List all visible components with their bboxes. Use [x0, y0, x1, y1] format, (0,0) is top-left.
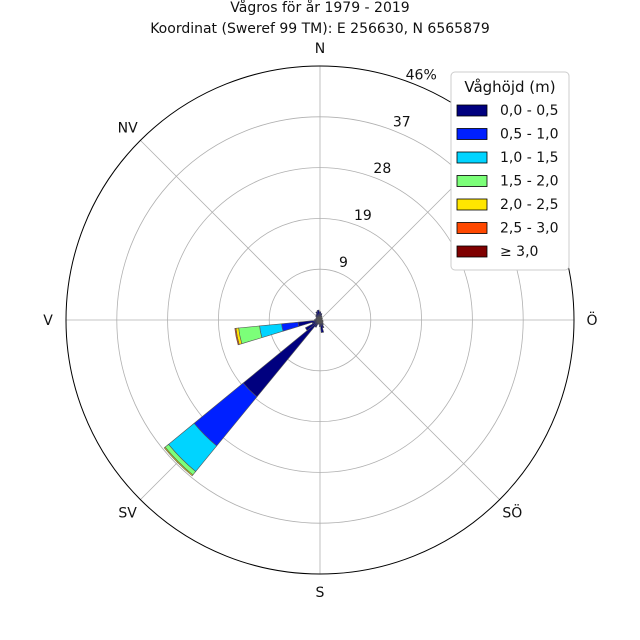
polar-grid: [66, 66, 574, 574]
radial-tick-label: 37: [393, 114, 411, 130]
sector-segment: [238, 325, 263, 345]
direction-label: S: [316, 585, 325, 601]
sector-segment: [311, 319, 321, 325]
legend-label: 1,5 - 2,0: [500, 174, 558, 190]
radial-tick-label: 19: [354, 208, 372, 224]
sector-segment: [281, 321, 300, 332]
legend-label: 2,5 - 3,0: [500, 221, 558, 237]
sector-segment: [316, 309, 321, 321]
legend-items: 0,0 - 0,5 0,5 - 1,0 1,0 - 1,5 1,5 - 2,0 2,0 …: [456, 103, 558, 260]
grid-spoke: [140, 140, 321, 321]
grid-spoke: [319, 319, 500, 500]
direction-label: V: [43, 313, 53, 329]
direction-label: SÖ: [502, 503, 522, 521]
sector-segment: [234, 327, 240, 346]
legend-swatch: [456, 245, 488, 258]
sector-segment: [304, 319, 321, 331]
sector-bars: [163, 309, 325, 477]
radial-tick-label: 9: [339, 255, 348, 271]
legend-label: 0,0 - 0,5: [500, 103, 558, 119]
direction-label: SV: [118, 505, 137, 521]
legend-title: Våghöjd (m): [464, 78, 555, 96]
direction-label: Ö: [586, 311, 597, 329]
legend: Våghöjd (m) 0,0 - 0,5 0,5 - 1,0 1,0 - 1,5 1…: [450, 71, 570, 271]
legend-swatch: [456, 104, 488, 117]
legend-box: [450, 71, 570, 271]
sector-segment: [314, 319, 321, 328]
legend-swatch: [456, 128, 488, 140]
legend-label: 1,0 - 1,5: [500, 150, 558, 166]
legend-swatch: [456, 151, 488, 164]
legend-label: 2,0 - 2,5: [500, 197, 558, 213]
sector-segment: [163, 446, 194, 477]
legend-swatch: [456, 198, 488, 211]
direction-label: NV: [118, 121, 138, 137]
legend-label: ≥ 3,0: [500, 244, 538, 260]
legend-swatch: [456, 175, 488, 187]
sector-segment: [319, 319, 321, 327]
sector-segment: [319, 319, 325, 333]
outer-frame: [65, 65, 575, 575]
radial-tick-labels: 9 19 28 37 46%: [339, 67, 437, 271]
outer-circle: [65, 65, 575, 575]
legend-label: 0,5 - 1,0: [500, 127, 558, 143]
radial-tick-label: 28: [373, 161, 391, 177]
direction-labels: N NV V SV S SÖ Ö: [43, 41, 597, 601]
radial-tick-label: 46%: [406, 67, 437, 83]
chart-subtitle: Koordinat (Sweref 99 TM): E 256630, N 65…: [150, 21, 490, 37]
legend-swatch: [456, 222, 488, 234]
direction-label: N: [315, 41, 325, 57]
chart-title: Vågros för år 1979 - 2019: [230, 0, 409, 16]
